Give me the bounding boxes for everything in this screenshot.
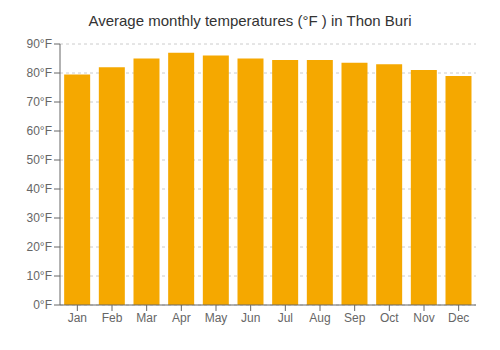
svg-text:Sep: Sep [344, 311, 366, 325]
svg-text:70°F: 70°F [27, 95, 52, 109]
svg-text:Jun: Jun [241, 311, 260, 325]
svg-text:30°F: 30°F [27, 211, 52, 225]
svg-text:20°F: 20°F [27, 240, 52, 254]
svg-text:Aug: Aug [309, 311, 330, 325]
svg-text:Mar: Mar [136, 311, 157, 325]
svg-text:Nov: Nov [413, 311, 434, 325]
svg-text:40°F: 40°F [27, 182, 52, 196]
svg-text:Jan: Jan [68, 311, 87, 325]
svg-text:Oct: Oct [380, 311, 399, 325]
svg-text:60°F: 60°F [27, 124, 52, 138]
svg-text:May: May [205, 311, 228, 325]
svg-text:50°F: 50°F [27, 153, 52, 167]
svg-text:0°F: 0°F [33, 298, 52, 312]
svg-text:Jul: Jul [278, 311, 293, 325]
svg-text:Apr: Apr [172, 311, 191, 325]
html-text:Average monthly temperatures (: Average monthly temperatures (°F ) in Th… [88, 12, 412, 29]
svg-text:Dec: Dec [448, 311, 469, 325]
svg-text:80°F: 80°F [27, 66, 52, 80]
svg-text:10°F: 10°F [27, 269, 52, 283]
svg-text:90°F: 90°F [27, 37, 52, 51]
svg-text:Feb: Feb [102, 311, 123, 325]
